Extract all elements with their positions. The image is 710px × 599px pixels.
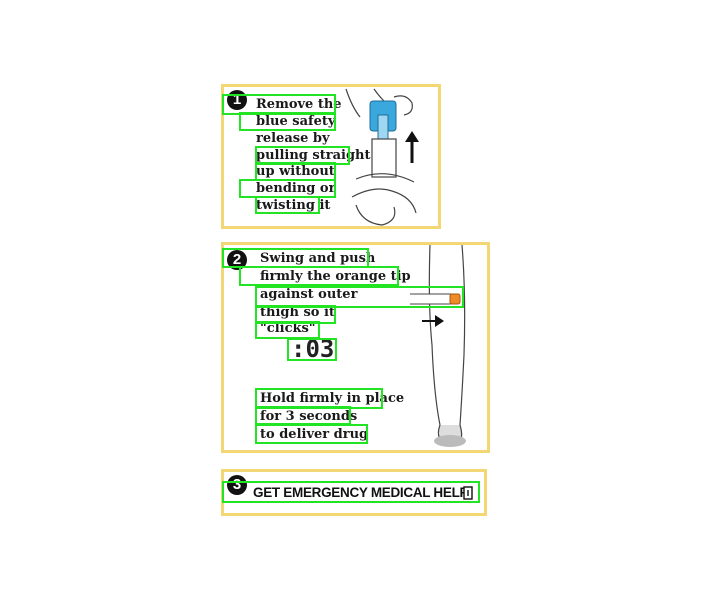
highlight-box <box>255 286 464 308</box>
step-1-line-3: release by <box>256 131 330 146</box>
highlight-box <box>239 112 336 131</box>
step-2-number-icon: 2 <box>227 250 247 270</box>
highlight-box <box>255 424 368 444</box>
highlight-box <box>255 196 320 214</box>
leg-illustration <box>410 245 466 447</box>
step-2-line-1: Swing and push <box>260 251 376 266</box>
step-1-line-6: bending or <box>256 181 336 196</box>
step-2-line-4: thigh so it <box>260 305 335 320</box>
step-2-hold-line-1: Hold firmly in place <box>260 391 405 406</box>
step-2-line-5: "clicks" <box>260 321 316 336</box>
step-2-panel: 2 <box>221 242 490 453</box>
highlight-box <box>255 321 320 339</box>
step-2-hold-line-2: for 3 seconds <box>260 409 358 424</box>
step-1-line-5: up without <box>256 164 335 179</box>
highlight-box <box>255 388 383 409</box>
highlight-box <box>239 266 399 286</box>
highlight-box <box>222 481 480 503</box>
step-1-line-2: blue safety <box>256 114 336 129</box>
step-2-line-3: against outer <box>260 287 358 302</box>
step-1-line-7: twisting it <box>256 198 331 213</box>
emergency-help-text: GET EMERGENCY MEDICAL HELP <box>253 485 469 500</box>
highlight-box <box>255 305 336 324</box>
step-2-hold-line-3: to deliver drug <box>260 427 369 442</box>
pen-injector-illustration <box>345 88 417 226</box>
highlight-box <box>222 248 369 268</box>
highlight-box <box>222 94 336 115</box>
up-arrow-icon <box>405 131 419 163</box>
step-1-line-1: Remove the <box>256 97 342 112</box>
ambulance-icon <box>463 486 473 500</box>
highlight-box <box>255 146 350 165</box>
step-1-line-4: pulling straight <box>256 148 371 163</box>
step-3-panel: 3 <box>221 469 487 516</box>
highlight-box <box>255 406 351 425</box>
right-arrow-icon <box>422 315 444 327</box>
highlight-box <box>287 338 337 361</box>
step-2-line-2: firmly the orange tip <box>260 269 411 284</box>
step-3-number-icon: 3 <box>227 475 247 495</box>
